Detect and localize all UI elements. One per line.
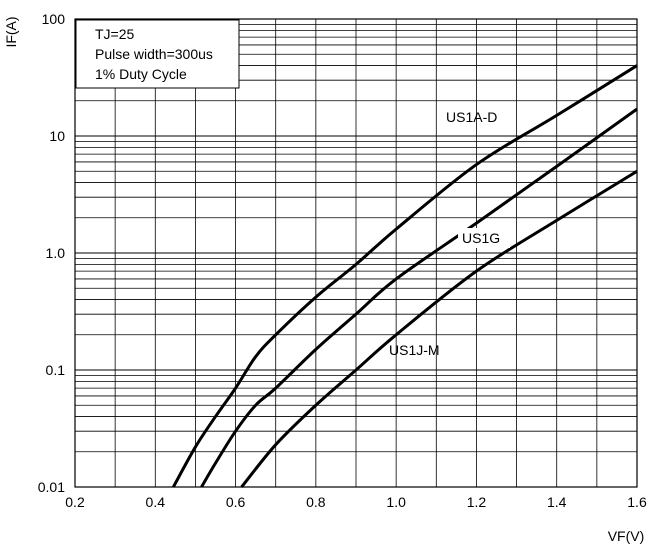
series-line-us1j-m — [240, 169, 638, 488]
series-label-us1j-m: US1J-M — [389, 342, 440, 358]
x-axis-title: VF(V) — [608, 528, 645, 544]
y-tick-label: 100 — [42, 11, 66, 27]
series-line-us1a-d — [172, 64, 638, 488]
y-axis-title: IF(A) — [3, 16, 19, 47]
curves — [172, 64, 638, 488]
y-tick-labels: 0.01 0.1 1.0 10 100 — [38, 11, 65, 495]
x-tick-label: 1.4 — [547, 494, 567, 510]
series-label-bg-us1g — [458, 228, 510, 248]
series-label-us1a-d: US1A-D — [446, 109, 497, 125]
condition-tj: TJ=25 — [95, 26, 135, 42]
series-label-us1g: US1G — [462, 230, 500, 246]
y-tick-label: 0.1 — [46, 362, 66, 378]
x-tick-label: 0.8 — [306, 494, 326, 510]
x-tick-label: 1.0 — [386, 494, 406, 510]
x-tick-label: 0.2 — [65, 494, 85, 510]
condition-pulse-width: Pulse width=300us — [95, 46, 213, 62]
x-tick-label: 0.4 — [146, 494, 166, 510]
x-tick-labels: 0.2 0.4 0.6 0.8 1.0 1.2 1.4 1.6 — [65, 494, 647, 510]
y-tick-label: 10 — [49, 128, 65, 144]
condition-duty-cycle: 1% Duty Cycle — [95, 66, 187, 82]
x-tick-label: 1.2 — [467, 494, 487, 510]
y-tick-label: 0.01 — [38, 479, 65, 495]
series-line-us1g — [200, 107, 638, 488]
conditions-box: TJ=25 Pulse width=300us 1% Duty Cycle — [75, 19, 240, 89]
y-tick-label: 1.0 — [46, 245, 66, 261]
x-tick-label: 0.6 — [226, 494, 246, 510]
conditions-box-background — [75, 19, 240, 89]
plot-frame — [74, 18, 638, 488]
x-tick-label: 1.6 — [627, 494, 647, 510]
grid — [75, 19, 637, 487]
